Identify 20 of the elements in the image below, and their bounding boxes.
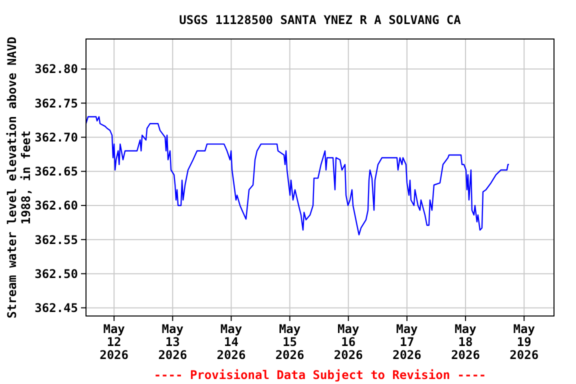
- x-tick-label: May 17 2026: [392, 322, 422, 362]
- y-tick-label: 362.80: [34, 62, 78, 76]
- x-tick-label: May 13 2026: [158, 322, 188, 362]
- y-tick-label: 362.70: [34, 130, 78, 144]
- y-tick-label: 362.60: [34, 198, 78, 213]
- x-tick-label: May 15 2026: [275, 322, 304, 362]
- y-axis-title: Stream water level elevation above NAVD 1988, in feet: [5, 36, 33, 318]
- y-tick-label: 362.55: [34, 232, 78, 247]
- text: ---- Provisional Data Subject to Revision ----: [154, 368, 486, 382]
- x-tick-label: May 14 2026: [216, 322, 246, 362]
- x-tick-label: May 12 2026: [100, 322, 129, 362]
- x-tick-label: May 19 2026: [510, 322, 539, 362]
- y-tick-label: 362.45: [34, 301, 78, 316]
- y-tick-label: 362.75: [34, 96, 78, 110]
- y-tick-label: 362.65: [34, 164, 78, 179]
- chart-title: USGS 11128500 SANTA YNEZ R A SOLVANG CA: [179, 13, 462, 27]
- y-tick-label: 362.50: [34, 266, 78, 281]
- x-tick-label: May 16 2026: [334, 322, 363, 362]
- line-series: [86, 116, 510, 236]
- x-tick-label: May 18 2026: [451, 322, 480, 362]
